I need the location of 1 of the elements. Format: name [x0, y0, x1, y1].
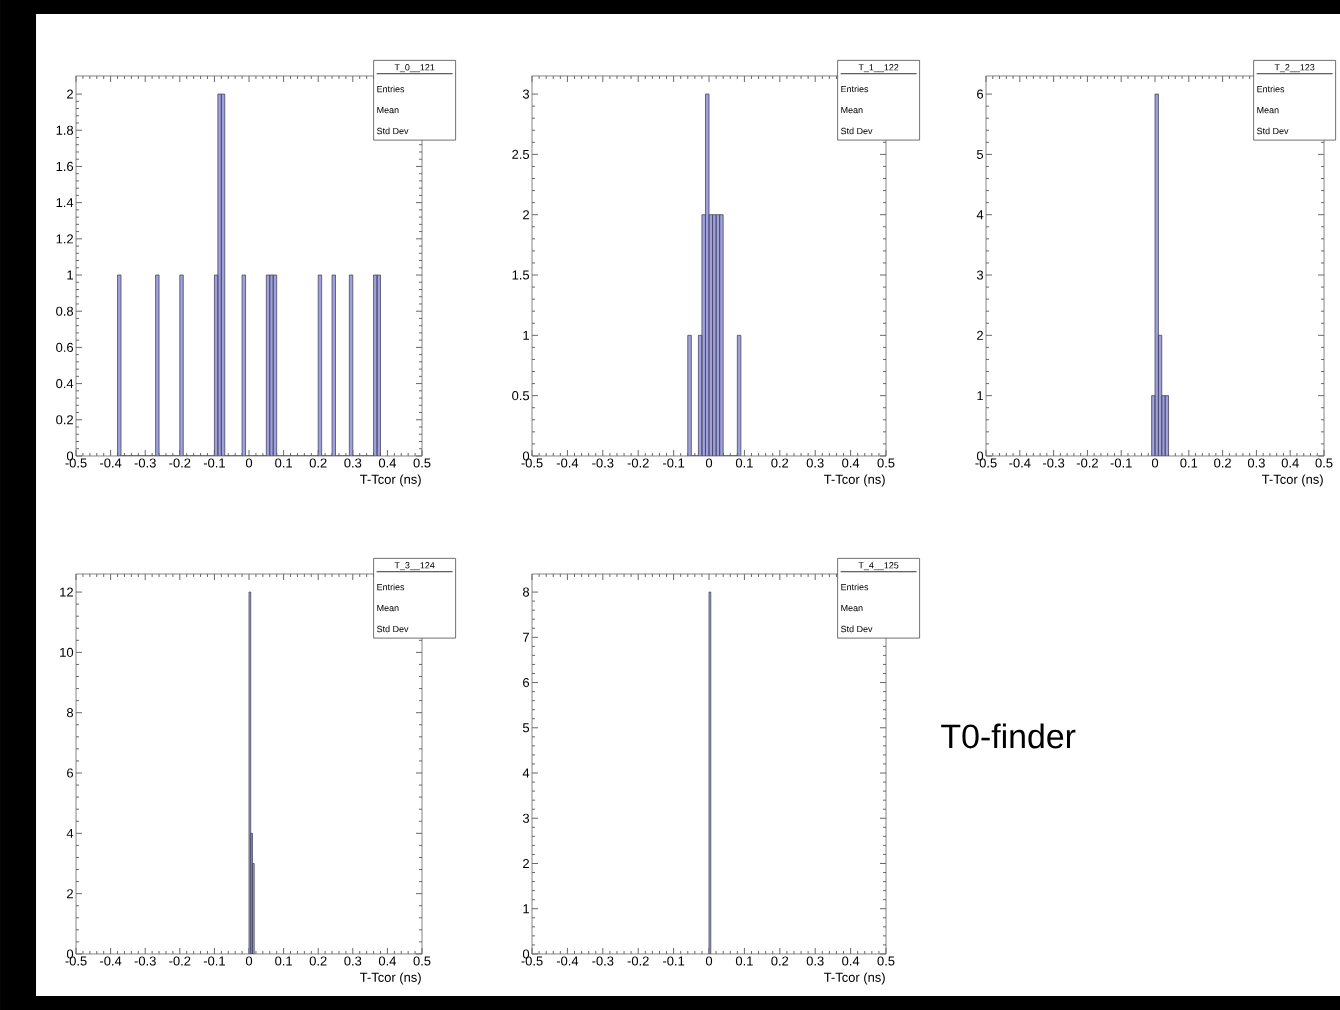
text: T0-finder: [941, 723, 1076, 749]
